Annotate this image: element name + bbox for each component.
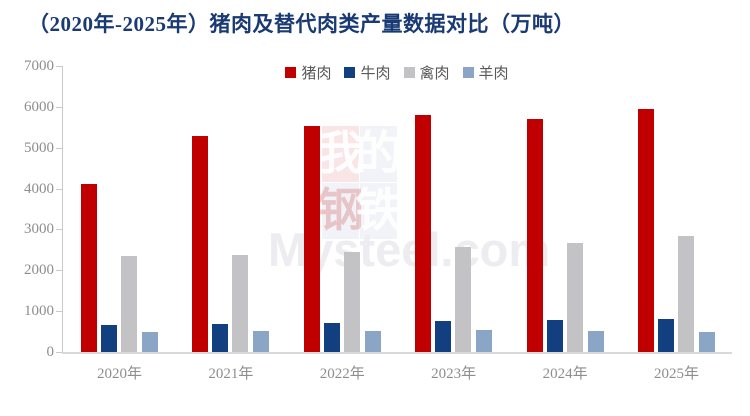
bar-羊肉-2022年 bbox=[364, 330, 381, 352]
legend-swatch-icon bbox=[462, 67, 474, 78]
legend-item-猪肉: 猪肉 bbox=[285, 62, 331, 83]
bar-group-2023年 bbox=[415, 52, 493, 352]
bar-羊肉-2025年 bbox=[699, 331, 715, 352]
bar-牛肉-2024年 bbox=[546, 320, 563, 352]
legend-swatch-icon bbox=[344, 67, 356, 78]
bar-猪肉-2021年 bbox=[192, 135, 209, 352]
bar-猪肉-2020年 bbox=[81, 184, 97, 352]
bar-牛肉-2022年 bbox=[323, 322, 340, 352]
bar-猪肉-2023年 bbox=[415, 115, 432, 352]
y-axis-tick-label: 7000 bbox=[24, 58, 54, 74]
legend-swatch-icon bbox=[403, 67, 415, 78]
bar-牛肉-2023年 bbox=[435, 321, 452, 352]
y-axis-tick bbox=[56, 229, 62, 231]
bar-禽肉-2020年 bbox=[121, 255, 137, 352]
chart-title: （2020年-2025年）猪肉及替代肉类产量数据对比（万吨） bbox=[28, 12, 575, 36]
y-axis-tick-label: 4000 bbox=[24, 180, 54, 197]
y-axis-tick-label: 0 bbox=[46, 344, 55, 360]
y-axis-tick-label: 2000 bbox=[24, 262, 54, 279]
y-axis-tick bbox=[56, 270, 62, 272]
y-axis-tick-label: 1000 bbox=[24, 303, 54, 320]
y-axis-line bbox=[62, 66, 63, 354]
y-axis-tick-label: 6000 bbox=[24, 98, 54, 115]
bar-牛肉-2021年 bbox=[212, 323, 229, 352]
bar-禽肉-2025年 bbox=[678, 236, 694, 352]
legend-label: 羊肉 bbox=[478, 66, 509, 82]
legend-item-牛肉: 牛肉 bbox=[344, 62, 391, 83]
bar-羊肉-2020年 bbox=[142, 331, 158, 352]
bar-猪肉-2022年 bbox=[303, 125, 320, 352]
x-axis-tick-label: 2024年 bbox=[542, 366, 588, 382]
x-axis-tick-label: 2022年 bbox=[319, 366, 365, 382]
bar-禽肉-2021年 bbox=[232, 254, 249, 352]
x-axis-tick-label: 2025年 bbox=[653, 366, 699, 382]
x-axis-tick-label: 2023年 bbox=[431, 366, 477, 382]
bar-猪肉-2025年 bbox=[638, 108, 654, 352]
bar-group-2021年 bbox=[192, 52, 270, 352]
legend-item-羊肉: 羊肉 bbox=[462, 62, 509, 83]
bar-牛肉-2025年 bbox=[658, 319, 674, 352]
legend-label: 牛肉 bbox=[360, 66, 391, 82]
bar-禽肉-2022年 bbox=[343, 252, 360, 352]
bar-禽肉-2024年 bbox=[566, 243, 583, 352]
y-axis-tick bbox=[56, 106, 62, 108]
legend-label: 猪肉 bbox=[301, 66, 332, 82]
bar-group-2022年 bbox=[303, 52, 381, 352]
y-axis-tick bbox=[56, 66, 62, 67]
legend: 猪肉 牛肉 禽肉 羊肉 bbox=[62, 62, 732, 83]
y-axis-tick bbox=[56, 188, 62, 190]
y-axis-tick bbox=[56, 311, 62, 313]
x-axis-baseline bbox=[62, 352, 732, 354]
bar-group-2020年 bbox=[81, 52, 158, 352]
bar-猪肉-2024年 bbox=[526, 118, 543, 352]
bar-group-2024年 bbox=[526, 52, 604, 352]
y-axis-tick bbox=[56, 352, 62, 353]
bar-羊肉-2023年 bbox=[476, 330, 493, 352]
bar-羊肉-2021年 bbox=[253, 331, 270, 352]
x-axis-tick-label: 2021年 bbox=[208, 366, 254, 382]
bar-羊肉-2024年 bbox=[587, 330, 604, 352]
x-axis-tick-label: 2020年 bbox=[96, 366, 142, 382]
legend-item-禽肉: 禽肉 bbox=[403, 62, 450, 83]
bar-禽肉-2023年 bbox=[455, 247, 472, 352]
y-axis-tick bbox=[56, 147, 62, 149]
y-axis-tick-label: 5000 bbox=[24, 139, 54, 156]
legend-label: 禽肉 bbox=[419, 66, 450, 82]
bar-牛肉-2020年 bbox=[101, 324, 117, 352]
bar-group-2025年 bbox=[638, 52, 715, 352]
y-axis-tick-label: 3000 bbox=[24, 221, 54, 238]
legend-swatch-icon bbox=[285, 67, 297, 78]
